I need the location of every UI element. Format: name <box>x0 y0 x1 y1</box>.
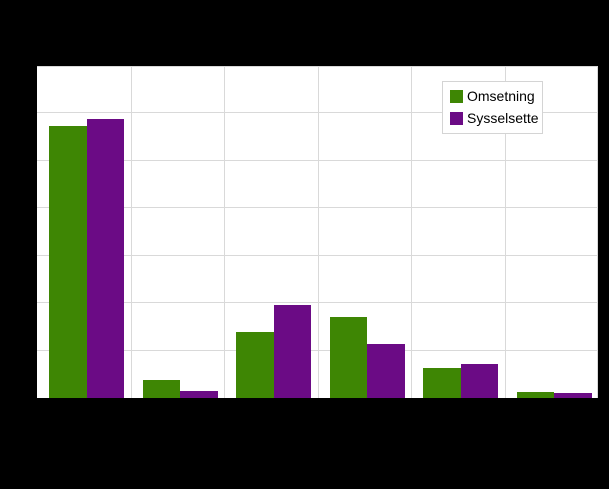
vertical-gridline <box>411 66 412 398</box>
bar-sysselsette-group-1 <box>86 118 125 398</box>
bar-omsetning-group-3 <box>236 332 274 398</box>
bar-sysselsette-group-5 <box>460 364 499 398</box>
bar-omsetning-group-1 <box>49 126 87 398</box>
legend-label-sysselsette: Sysselsette <box>467 110 539 126</box>
bar-sysselsette-group-4 <box>367 343 405 398</box>
vertical-gridline <box>224 66 225 398</box>
bar-sysselsette-group-6 <box>554 393 592 398</box>
vertical-gridline <box>504 66 506 398</box>
legend-swatch-sysselsette-icon <box>450 111 463 125</box>
bar-omsetning-group-2 <box>142 379 181 398</box>
x-axis-line <box>37 398 598 400</box>
legend: Omsetning Sysselsette <box>442 81 543 134</box>
legend-item-sysselsette[interactable]: Sysselsette <box>450 110 539 126</box>
bar-omsetning-group-6 <box>516 392 555 398</box>
bar-omsetning-group-4 <box>329 317 368 398</box>
bar-sysselsette-group-3 <box>273 305 312 398</box>
bar-sysselsette-group-2 <box>180 391 218 398</box>
vertical-gridline <box>597 66 598 398</box>
vertical-gridline <box>317 66 319 398</box>
legend-swatch-omsetning-icon <box>450 89 463 103</box>
legend-label-omsetning: Omsetning <box>467 88 535 104</box>
legend-item-omsetning[interactable]: Omsetning <box>450 89 536 103</box>
bar-omsetning-group-5 <box>423 367 461 398</box>
vertical-gridline <box>130 66 132 398</box>
